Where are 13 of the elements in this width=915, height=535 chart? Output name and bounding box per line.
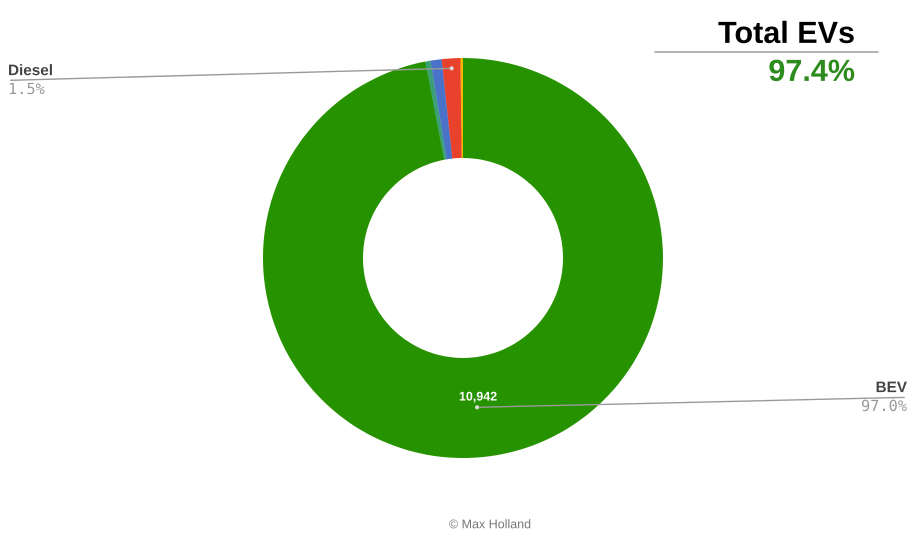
data-label: 1.5% [10, 82, 45, 94]
donut-slice [442, 58, 462, 159]
text: 10,942 [460, 392, 497, 402]
donut-slice [263, 58, 663, 458]
text: Total EVs [718, 20, 854, 44]
donut-slice [460, 58, 463, 158]
text: © Max Holland [449, 519, 530, 528]
slice-label: BEV [876, 382, 907, 392]
slice-label: Diesel [9, 64, 52, 76]
donut-slice [426, 60, 447, 160]
text: 97.4% [769, 60, 854, 82]
donut-slice [430, 59, 452, 160]
data-label: 97.0% [862, 400, 907, 412]
